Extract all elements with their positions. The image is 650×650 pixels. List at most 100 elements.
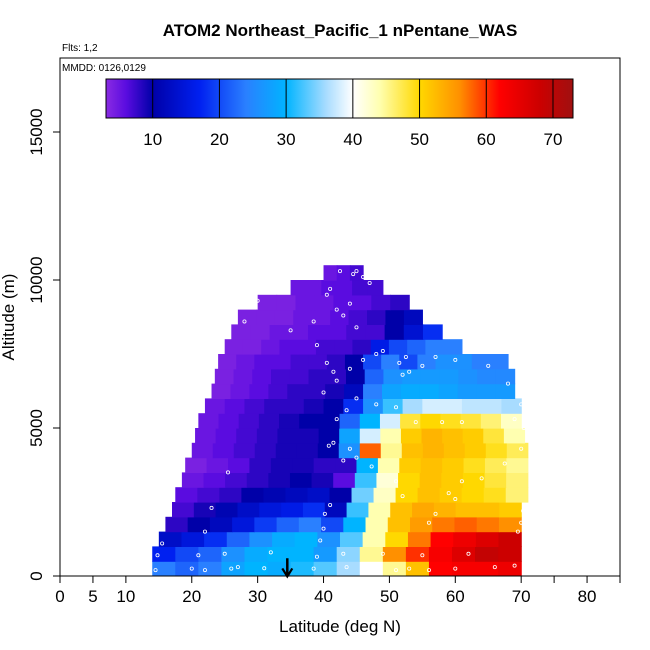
heatmap-cell xyxy=(501,398,522,414)
sample-point xyxy=(420,553,425,558)
heatmap-cell xyxy=(308,368,328,385)
heatmap-cell xyxy=(368,502,391,518)
heatmap-cell xyxy=(356,457,379,473)
heatmap-cell xyxy=(311,472,334,488)
sample-point xyxy=(222,551,227,556)
heatmap-cell xyxy=(339,413,361,429)
x-tick-label: 0 xyxy=(55,587,64,606)
heatmap-cell xyxy=(204,398,226,414)
sample-point xyxy=(202,568,207,573)
heatmap-cell xyxy=(495,368,516,385)
sample-point xyxy=(242,319,247,324)
heatmap-cell xyxy=(461,398,483,414)
heatmap-cell xyxy=(276,294,297,311)
heatmap-cell xyxy=(324,502,348,518)
heatmap-cell xyxy=(219,487,242,503)
heatmap-cell xyxy=(323,398,344,414)
heatmap-cell xyxy=(302,502,326,518)
heatmap-cell xyxy=(439,368,459,385)
heatmap-cell xyxy=(399,354,419,370)
heatmap-cell xyxy=(453,531,477,547)
heatmap-cell xyxy=(345,368,366,385)
heatmap-cell xyxy=(246,472,269,488)
heatmap-cell xyxy=(233,442,256,459)
heatmap-cell xyxy=(250,324,271,340)
sample-point xyxy=(380,551,385,556)
heatmap-cell xyxy=(244,398,265,414)
heatmap-cell xyxy=(484,472,507,488)
heatmap-cell xyxy=(439,487,463,503)
plot-frame xyxy=(59,57,621,577)
heatmap-cell xyxy=(259,502,282,518)
sample-point xyxy=(479,476,484,481)
heatmap-cell xyxy=(281,502,304,518)
colorbar-tick-label: 60 xyxy=(477,130,496,149)
sample-point xyxy=(249,304,254,309)
sample-point xyxy=(374,402,379,407)
sample-point xyxy=(341,313,346,318)
heatmap-cell xyxy=(367,309,387,325)
sample-point xyxy=(160,541,165,546)
heatmap-cell xyxy=(376,472,399,488)
heatmap-cell xyxy=(419,472,442,488)
x-tick-label: 10 xyxy=(116,587,135,606)
heatmap-cell xyxy=(329,487,353,503)
heatmap-cell xyxy=(214,368,235,385)
heatmap-cell xyxy=(276,516,300,533)
location-arrow xyxy=(281,558,294,579)
heatmap-cell xyxy=(318,428,340,444)
heatmap-cell xyxy=(218,413,240,429)
heatmap-cell xyxy=(483,487,507,503)
heatmap-cell xyxy=(506,442,529,459)
x-tick-label: 30 xyxy=(248,587,267,606)
sample-point xyxy=(347,301,352,306)
sample-point xyxy=(347,366,352,371)
heatmap-cell xyxy=(257,294,278,311)
sample-point xyxy=(420,363,425,368)
heatmap-cell xyxy=(258,413,280,429)
heatmap-cell xyxy=(298,516,322,533)
sample-point xyxy=(407,566,412,571)
sample-point xyxy=(225,470,230,475)
heatmap-cell xyxy=(385,309,405,325)
heatmap-cell xyxy=(152,561,176,576)
heatmap-cell xyxy=(264,398,285,414)
heatmap-cell xyxy=(254,442,277,459)
sample-point xyxy=(393,568,398,573)
sample-point xyxy=(512,563,517,568)
heatmap-cell xyxy=(400,428,423,444)
sample-point xyxy=(400,494,405,499)
heatmap-cell xyxy=(232,516,255,533)
heatmap-cell xyxy=(405,546,430,562)
heatmap-cell xyxy=(359,413,381,429)
heatmap-cell xyxy=(425,339,445,355)
heatmap-cell xyxy=(381,354,400,370)
heatmap-cell xyxy=(453,354,473,370)
sample-point xyxy=(153,568,158,573)
heatmap-cell xyxy=(221,546,246,562)
heatmap-cell xyxy=(244,561,269,576)
heatmap-cell xyxy=(405,561,430,576)
sample-point xyxy=(453,497,458,502)
heatmap-cell xyxy=(270,457,293,473)
heatmap-cell xyxy=(333,294,353,311)
heatmap-cell xyxy=(325,383,345,399)
heatmap-cell xyxy=(254,516,278,533)
heatmap-cell xyxy=(452,561,476,576)
sample-point xyxy=(337,269,342,274)
sample-point xyxy=(314,343,319,348)
x-tick-label: 60 xyxy=(446,587,465,606)
sample-point xyxy=(369,464,374,469)
heatmap-cell xyxy=(195,428,217,444)
sample-point xyxy=(326,443,331,448)
heatmap-cell xyxy=(181,531,205,547)
y-tick-label: 10000 xyxy=(27,256,46,303)
heatmap-cell xyxy=(461,487,485,503)
heatmap-cell xyxy=(175,487,198,503)
heatmap-cell xyxy=(359,428,381,444)
heatmap-cell xyxy=(489,354,509,370)
heatmap-cell xyxy=(242,339,262,355)
sample-point xyxy=(453,566,458,571)
heatmap-cell xyxy=(430,531,454,547)
sample-point xyxy=(288,328,293,333)
